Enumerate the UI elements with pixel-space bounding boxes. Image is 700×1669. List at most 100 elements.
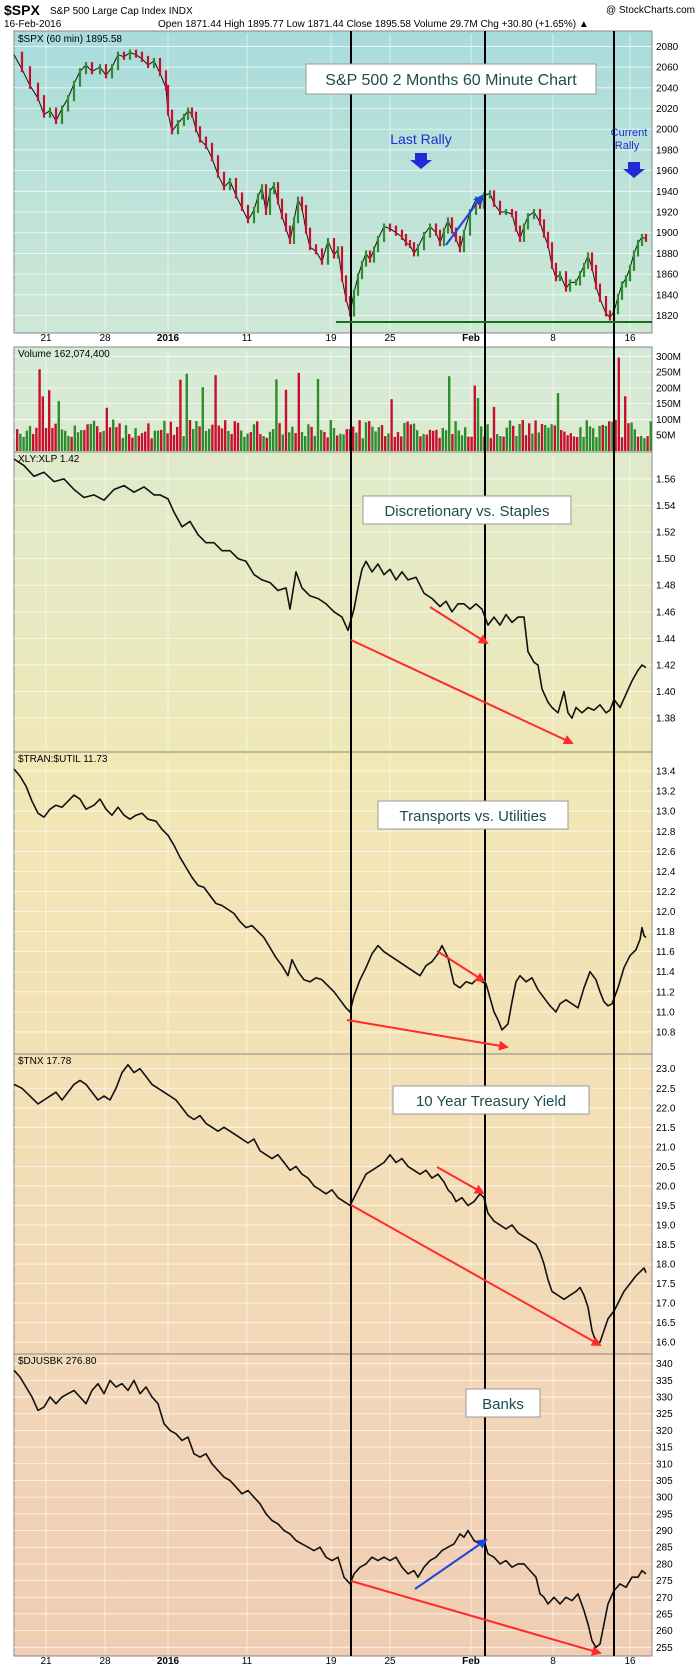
y-tick-label: 340 [656, 1359, 673, 1370]
y-tick-label: 12.8 [656, 827, 676, 838]
volume-bar [28, 425, 32, 451]
volume-bar [268, 431, 272, 451]
volume-bar [582, 436, 585, 451]
y-tick-label: 20.0 [656, 1181, 676, 1192]
volume-bar [124, 425, 128, 451]
volume-bar [384, 436, 387, 451]
volume-bar [176, 427, 179, 451]
x-tick-label: 19 [325, 1656, 337, 1667]
volume-bar [470, 436, 473, 451]
volume-bar [300, 432, 304, 451]
banks-chart-title: Banks [482, 1396, 524, 1413]
y-tick-label: 1.50 [656, 554, 676, 565]
tran-title-box: Transports vs. Utilities [377, 800, 569, 830]
volume-bar [144, 431, 147, 451]
y-tick-label: 305 [656, 1476, 673, 1487]
volume-bar [140, 433, 144, 451]
x-tick-label: Feb [462, 1656, 480, 1667]
volume-bar [22, 436, 25, 451]
volume-bar [227, 431, 230, 451]
volume-bar [115, 427, 118, 451]
y-tick-label: 270 [656, 1593, 673, 1604]
tnx-chart-title: 10 Year Treasury Yield [416, 1093, 566, 1110]
y-tick-label: 18.5 [656, 1240, 676, 1251]
volume-bar [182, 436, 185, 451]
y-tick-label: 16.5 [656, 1318, 676, 1329]
x-tick-label: 16 [624, 1656, 636, 1667]
volume-bar [438, 437, 441, 451]
volume-bar [627, 423, 630, 451]
volume-bar [614, 419, 617, 451]
current-rally-annotation: Current Rally [611, 127, 648, 152]
volume-bar [163, 420, 166, 451]
y-tick-label: 21.0 [656, 1142, 676, 1153]
volume-bar [236, 422, 240, 451]
xly-long-arrow [350, 639, 574, 745]
volume-bar [633, 429, 636, 451]
volume-bar [288, 432, 291, 451]
volume-bar [636, 436, 640, 451]
volume-bar [435, 429, 438, 451]
volume-bar [25, 430, 28, 451]
x-tick-label: 11 [242, 333, 253, 344]
series-line [13, 1369, 647, 1649]
volume-bar [323, 431, 326, 451]
banks-rally-arrow [414, 1538, 488, 1590]
volume-bars [16, 357, 652, 451]
volume-bar [121, 437, 124, 451]
volume-bar [41, 396, 44, 451]
y-tick-label: 1840 [656, 290, 679, 301]
volume-bar [544, 425, 547, 451]
x-tick-label: 25 [384, 333, 396, 344]
volume-bar [508, 420, 512, 451]
current-rally-arrow-icon [623, 162, 645, 178]
volume-bar [620, 437, 624, 451]
volume-bar [278, 423, 281, 451]
volume-bar [467, 436, 470, 451]
volume-bar [640, 435, 643, 451]
volume-bar [604, 425, 608, 451]
volume-bar [160, 429, 163, 451]
y-tick-label: 330 [656, 1393, 673, 1404]
y-tick-label: 300 [656, 1493, 673, 1504]
volume-bar [83, 430, 86, 451]
volume-bar [320, 430, 323, 451]
y-tick-label: 16.0 [656, 1338, 676, 1349]
volume-bar [550, 424, 553, 451]
volume-bar [448, 376, 451, 451]
y-tick-label: 335 [656, 1376, 673, 1387]
y-tick-label: 19.5 [656, 1201, 676, 1212]
volume-bar [198, 426, 201, 451]
volume-bar [489, 438, 492, 451]
volume-bar [531, 433, 534, 451]
tran-panel-label: $TRAN:$UTIL 11.73 [18, 754, 108, 765]
volume-bar [412, 423, 416, 451]
y-tick-label: 325 [656, 1409, 673, 1420]
volume-bar [208, 428, 211, 451]
vertical-marker-lines [350, 31, 615, 1656]
tnx-short-arrow [436, 1166, 485, 1194]
y-tick-label: 18.0 [656, 1260, 676, 1271]
volume-bar [108, 427, 112, 451]
volume-bar [169, 421, 172, 451]
volume-bar [275, 379, 278, 451]
volume-bar [569, 433, 572, 451]
y-tick-label: 1.48 [656, 581, 676, 592]
y-tick-label: 1900 [656, 228, 679, 239]
volume-bar [214, 375, 217, 451]
y-tick-label: 2020 [656, 104, 679, 115]
volume-bar [444, 430, 448, 451]
volume-bar [400, 436, 403, 451]
volume-bar [649, 421, 652, 451]
y-tick-label: 260 [656, 1626, 673, 1637]
xly-chart-title: Discretionary vs. Staples [384, 503, 549, 520]
series-line [13, 1064, 647, 1343]
y-tick-label: 2060 [656, 63, 679, 74]
volume-bar [380, 425, 384, 451]
y-tick-label: 12.6 [656, 847, 676, 858]
volume-bar [16, 429, 19, 451]
xly-short-arrow [429, 606, 489, 645]
x-tick-label: 11 [242, 1656, 253, 1667]
volume-bar [44, 428, 48, 451]
